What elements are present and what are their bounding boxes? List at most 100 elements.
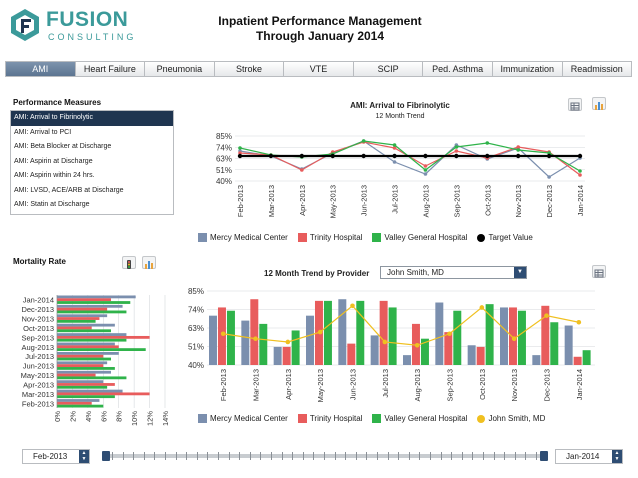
tab-heart-failure[interactable]: Heart Failure	[75, 61, 146, 77]
page-title-line1: Inpatient Performance Management	[218, 14, 422, 28]
bar	[57, 298, 111, 302]
tab-vte[interactable]: VTE	[284, 61, 354, 77]
x-tick-label: 10%	[130, 411, 139, 426]
data-point	[285, 339, 291, 345]
brand-logo: FUSION CONSULTING	[8, 6, 138, 46]
slider-tick	[493, 452, 495, 460]
chart-view-button[interactable]	[592, 97, 606, 110]
tab-scip[interactable]: SCIP	[353, 61, 424, 77]
tab-readmission[interactable]: Readmission	[562, 61, 633, 77]
mortality-chart-button[interactable]	[142, 256, 156, 269]
bar	[453, 310, 462, 365]
slider-start-handle[interactable]	[102, 451, 110, 461]
date-range-slider[interactable]	[102, 451, 548, 461]
y-tick-label: Sep-2013	[21, 333, 54, 342]
provider-table-button[interactable]	[592, 265, 606, 278]
bar	[57, 389, 123, 393]
y-tick-label: 51%	[188, 343, 204, 352]
data-point	[392, 146, 397, 150]
bar	[241, 320, 250, 365]
table-view-button[interactable]	[568, 98, 582, 111]
y-tick-label: 85%	[216, 132, 232, 141]
data-point	[516, 145, 520, 149]
provider-bar-chart: 85% 74% 63% 51% 40% Feb-2013 Mar-2013 Apr-2013 M…	[188, 287, 595, 402]
list-item[interactable]: AMI: Statin at Discharge	[14, 201, 90, 208]
legend-item: John Smith, MD	[488, 414, 546, 423]
y-tick-label: 40%	[216, 177, 232, 186]
data-point	[299, 153, 305, 159]
mortality-rate-heading: Mortality Rate	[13, 257, 66, 266]
brand-tagline: CONSULTING	[48, 32, 137, 42]
slider-end-handle[interactable]	[540, 451, 548, 461]
legend-item: Target Value	[488, 233, 533, 242]
bar	[57, 317, 100, 320]
data-point	[253, 336, 258, 341]
bar	[282, 346, 291, 365]
x-tick-label: Dec-2013	[545, 185, 554, 218]
x-tick-label: Dec-2013	[543, 369, 552, 402]
tab-immunization[interactable]: Immunization	[492, 61, 563, 77]
bar	[338, 299, 347, 365]
slider-tick	[218, 452, 219, 460]
bar	[467, 345, 476, 365]
stepper-icon[interactable]: ▲ ▼	[612, 450, 622, 463]
bar	[57, 326, 92, 330]
y-tick-label: Nov-2013	[21, 315, 54, 324]
x-tick-label: 0%	[53, 411, 62, 422]
y-tick-label: Apr-2013	[23, 380, 54, 389]
list-item[interactable]: AMI: Arrival to Fibrinolytic	[11, 111, 173, 126]
dropdown-arrow-icon[interactable]: ▼	[514, 267, 526, 278]
bar	[57, 373, 96, 377]
data-point	[454, 149, 459, 153]
tab-stroke[interactable]: Stroke	[214, 61, 285, 77]
slider-tick	[260, 452, 262, 460]
y-tick-label: Feb-2013	[22, 399, 54, 408]
slider-tick	[281, 452, 283, 460]
tab-ami[interactable]: AMI	[5, 61, 76, 77]
data-point	[423, 164, 428, 168]
data-point	[515, 153, 521, 159]
slider-tick	[514, 452, 516, 460]
legend-item: Mercy Medical Center	[210, 233, 288, 242]
slider-tick	[112, 452, 113, 460]
y-tick-label: Aug-2013	[21, 343, 54, 352]
end-date-field[interactable]: Jan-2014 ▲ ▼	[555, 449, 623, 464]
mercy-swatch	[198, 414, 207, 423]
slider-tick	[313, 452, 315, 460]
data-point	[317, 329, 323, 335]
list-item[interactable]: AMI: Arrival to PCI	[14, 128, 72, 136]
mortality-status-button[interactable]	[122, 256, 136, 269]
list-item[interactable]: AMI: LVSD, ACE/ARB at Discharge	[14, 186, 124, 194]
slider-tick	[408, 452, 410, 460]
data-point	[237, 153, 243, 159]
measure-category-tabs: AMI Heart Failure Pneumonia Stroke VTE S…	[5, 61, 633, 77]
data-point	[544, 313, 549, 318]
slider-tick	[398, 452, 400, 460]
tab-pneumonia[interactable]: Pneumonia	[145, 61, 215, 77]
bar	[564, 325, 573, 365]
provider-select[interactable]: John Smith, MD ▼	[380, 266, 527, 279]
bar	[57, 392, 150, 396]
bar	[57, 385, 108, 389]
slider-tick	[133, 452, 135, 460]
data-point	[361, 139, 366, 143]
list-item[interactable]: AMI: Aspirin within 24 hrs.	[14, 172, 95, 179]
bar	[57, 329, 111, 333]
bar	[57, 304, 123, 308]
tab-ped-asthma[interactable]: Ped. Asthma	[423, 61, 493, 77]
y-tick-label: Jul-2013	[25, 352, 54, 361]
x-tick-label: 14%	[161, 411, 170, 426]
y-tick-label: 74%	[216, 143, 232, 152]
bar	[347, 343, 356, 365]
trend-line-chart: 85% 74% 63% 51% 40% Feb-2013 Mar-2013 Apr-2013 M…	[216, 132, 585, 218]
stepper-icon[interactable]: ▲ ▼	[79, 450, 89, 463]
y-tick-label: Mar-2013	[22, 390, 54, 399]
start-date-field[interactable]: Feb-2013 ▲ ▼	[22, 449, 90, 464]
bar	[57, 357, 111, 361]
list-item[interactable]: AMI: Aspirin at Discharge	[14, 157, 93, 165]
trend-chart-title: AMI: Arrival to Fibrinolytic	[350, 101, 450, 110]
y-tick-label: 63%	[216, 155, 232, 164]
x-tick-label: 8%	[115, 411, 124, 422]
page-title: Inpatient Performance Management Through…	[180, 14, 460, 44]
list-item[interactable]: AMI: Beta Blocker at Discharge	[14, 143, 112, 150]
